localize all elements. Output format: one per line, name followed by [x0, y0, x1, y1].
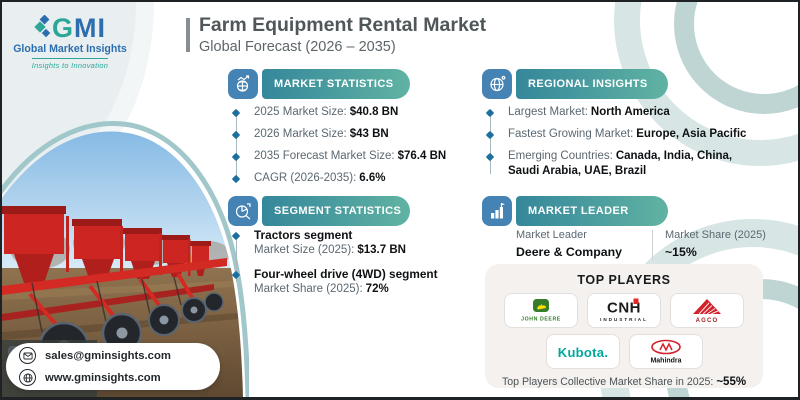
- section-header-market-statistics: MARKET STATISTICS: [228, 69, 410, 99]
- top-players-title: TOP PLAYERS: [577, 273, 671, 287]
- list-item: 2025 Market Size: $40.8 BN: [228, 105, 460, 120]
- bullet-diamond-icon: [485, 152, 495, 161]
- top-players-caption: Top Players Collective Market Share in 2…: [501, 376, 747, 388]
- section-title-bar: MARKET LEADER: [516, 196, 668, 226]
- segment-statistics-icon: [228, 196, 258, 226]
- section-title-bar: SEGMENT STATISTICS: [262, 196, 410, 226]
- gmi-company-name: Global Market Insights: [13, 43, 127, 55]
- gmi-tagline: Insights to Innovation: [31, 58, 109, 70]
- svg-text:JOHN DEERE: JOHN DEERE: [521, 316, 561, 322]
- svg-text:AGCO: AGCO: [696, 318, 719, 324]
- list-item: Emerging Countries: Canada, India, China,…: [482, 149, 762, 179]
- contact-website[interactable]: www.gminsights.com: [19, 369, 220, 386]
- globe-icon: [19, 369, 36, 386]
- market-leader-block: Market Leader Deere & Company Market Sha…: [516, 228, 766, 259]
- divider: [652, 230, 653, 259]
- farm-equipment-photo: [2, 121, 249, 397]
- segment-statistics-list: Tractors segment Market Size (2025): $13.…: [228, 228, 462, 306]
- section-title-bar: REGIONAL INSIGHTS: [516, 69, 668, 99]
- gmi-diamond-mark-icon: [34, 15, 51, 38]
- market-statistics-icon: [228, 69, 258, 99]
- top-players-row-2: Kubota. Mahindra: [485, 334, 763, 369]
- market-statistics-list: 2025 Market Size: $40.8 BN 2026 Market Si…: [228, 105, 460, 193]
- svg-text:CNH: CNH: [607, 299, 641, 316]
- bullet-diamond-icon: [231, 231, 241, 240]
- list-item: Tractors segment Market Size (2025): $13.…: [228, 228, 462, 258]
- agco-logo: AGCO: [670, 293, 744, 328]
- list-item: CAGR (2026-2035): 6.6%: [228, 171, 460, 186]
- gmi-logo-row: GMI: [12, 14, 128, 42]
- bullet-diamond-icon: [485, 130, 495, 139]
- section-header-segment-statistics: SEGMENT STATISTICS: [228, 196, 410, 226]
- photo-edge-arc: [2, 121, 249, 397]
- bullet-diamond-icon: [231, 174, 241, 183]
- regional-insights-icon: [482, 69, 512, 99]
- list-item: Four-wheel drive (4WD) segment Market Sh…: [228, 267, 462, 297]
- title-accent-bar: [186, 18, 190, 52]
- gmi-logo: GMI Global Market Insights Insights to I…: [12, 14, 128, 73]
- bullet-diamond-icon: [231, 108, 241, 117]
- contact-card: sales@gminsights.com www.gminsights.com: [6, 343, 220, 390]
- svg-text:Kubota.: Kubota.: [557, 345, 607, 360]
- section-header-market-leader: MARKET LEADER: [482, 196, 668, 226]
- page-subtitle: Global Forecast (2026 – 2035): [199, 39, 396, 55]
- list-item: Largest Market: North America: [482, 105, 762, 120]
- regional-insights-list: Largest Market: North America Fastest Gro…: [482, 105, 762, 186]
- market-leader-share: Market Share (2025) ~15%: [665, 229, 766, 259]
- top-players-panel: TOP PLAYERS JOHN DEERE CNH INDUSTRIAL: [485, 264, 763, 388]
- bullet-diamond-icon: [485, 108, 495, 117]
- section-title-bar: MARKET STATISTICS: [262, 69, 410, 99]
- gmi-wordmark: GMI: [51, 13, 106, 43]
- page-title: Farm Equipment Rental Market: [199, 14, 487, 36]
- kubota-logo: Kubota.: [545, 334, 620, 369]
- svg-text:Mahindra: Mahindra: [650, 357, 681, 364]
- cnh-industrial-logo: CNH INDUSTRIAL: [587, 293, 661, 328]
- market-leader-icon: [482, 196, 512, 226]
- red-planter-hoppers: [2, 206, 211, 283]
- bullet-diamond-icon: [231, 130, 241, 139]
- svg-text:INDUSTRIAL: INDUSTRIAL: [600, 317, 648, 322]
- bullet-diamond-icon: [231, 152, 241, 161]
- top-players-row-1: JOHN DEERE CNH INDUSTRIAL AGCO: [485, 293, 763, 328]
- section-header-regional-insights: REGIONAL INSIGHTS: [482, 69, 668, 99]
- bullet-diamond-icon: [231, 270, 241, 279]
- list-item: 2035 Forecast Market Size: $76.4 BN: [228, 149, 460, 164]
- list-item: 2026 Market Size: $43 BN: [228, 127, 460, 142]
- toolbar-frame: [2, 258, 227, 295]
- mahindra-logo: Mahindra: [628, 334, 703, 369]
- list-item: Fastest Growing Market: Europe, Asia Paci…: [482, 127, 762, 142]
- contact-email[interactable]: sales@gminsights.com: [19, 347, 220, 364]
- email-icon: [19, 347, 36, 364]
- john-deere-logo: JOHN DEERE: [504, 293, 578, 328]
- market-leader-company: Market Leader Deere & Company: [516, 229, 622, 259]
